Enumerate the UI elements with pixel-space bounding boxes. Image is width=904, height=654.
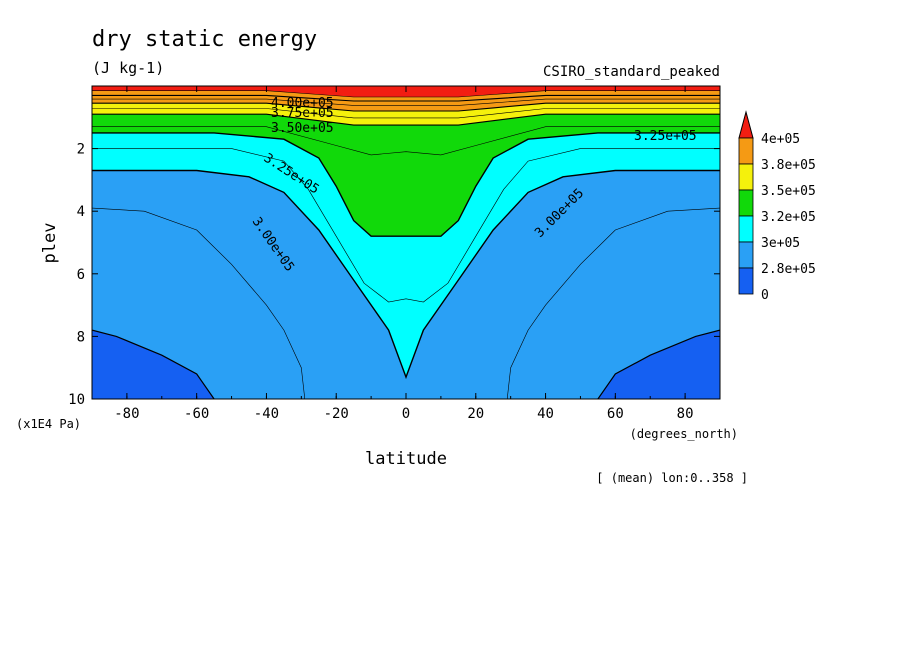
x-tick-label: 80	[677, 406, 694, 422]
contour-label-3.25e+05-right: 3.25e+05	[634, 129, 697, 144]
contour-2.875e+05-south	[92, 207, 306, 399]
y-tick-label: 10	[68, 392, 85, 408]
colorbar-extend-triangle	[738, 110, 754, 139]
y-axis: 2 4 6 8 10	[68, 142, 720, 408]
colorbar-segment	[738, 215, 754, 243]
colorbar-segment	[738, 163, 754, 191]
field-below-2.8e+05-south	[92, 330, 215, 399]
contour-2.875e+05-north	[506, 207, 720, 399]
contour-3.625e+05	[92, 108, 720, 119]
contour-lines	[92, 90, 720, 399]
contour-4.125e+05	[92, 90, 720, 98]
contour-label-4.00e+05: 4.00e+05	[271, 96, 334, 111]
contour-3.75e+05	[92, 102, 720, 112]
x-tick-label: -40	[254, 406, 279, 422]
contour-3.375e+05	[92, 126, 720, 156]
y-tick-label: 6	[77, 267, 85, 283]
contour-3.25e+05	[92, 132, 720, 237]
contour-2.75e+05-north	[597, 329, 720, 399]
x-tick-label: -60	[184, 406, 209, 422]
colorbar-label: 0	[761, 288, 769, 303]
x-tick-label: 0	[402, 406, 410, 422]
contour-3.125e+05	[92, 148, 720, 303]
x-tick-label: 60	[607, 406, 624, 422]
field-3.8e+05	[92, 86, 720, 111]
colorbar-segment	[738, 267, 754, 295]
model-name: CSIRO_standard_peaked	[543, 64, 720, 80]
y-tick-label: 8	[77, 329, 85, 345]
colorbar-segment	[738, 241, 754, 269]
contour-4.00e+05	[92, 94, 720, 102]
colorbar-label: 2.8e+05	[761, 262, 816, 277]
colorbar-label: 3.8e+05	[761, 158, 816, 173]
colorbar-segment	[738, 189, 754, 217]
contour-3.00e+05	[92, 169, 720, 380]
y-axis-label: plev	[40, 223, 60, 264]
x-tick-label: 40	[537, 406, 554, 422]
contour-fills	[92, 86, 720, 399]
field-3.2e+05	[92, 86, 720, 237]
colorbar: 4e+05 3.8e+05 3.5e+05 3.2e+05 3e+05 2.8e+05 0	[738, 110, 816, 303]
y-tick-label: 4	[77, 204, 85, 220]
x-tick-label: 20	[467, 406, 484, 422]
colorbar-label: 3.2e+05	[761, 210, 816, 225]
colorbar-label: 3.5e+05	[761, 184, 816, 199]
x-tick-label: -20	[324, 406, 349, 422]
x-axis: -80 -60 -40 -20 0 20 40 60 80	[91, 86, 721, 422]
contour-3.50e+05	[92, 113, 720, 126]
chart-title: dry static energy	[92, 27, 317, 52]
x-tick-label: -80	[114, 406, 139, 422]
colorbar-segment	[738, 137, 754, 165]
chart-units: (J kg-1)	[92, 59, 164, 77]
contour-label-3.50e+05: 3.50e+05	[271, 121, 334, 136]
x-axis-label: latitude	[365, 449, 447, 469]
footnote: [ (mean) lon:0..358 ]	[596, 471, 748, 485]
x-axis-units: (degrees_north)	[630, 427, 738, 441]
colorbar-label: 4e+05	[761, 132, 800, 147]
contour-2.75e+05-south	[92, 329, 215, 399]
y-axis-units: (x1E4 Pa)	[16, 417, 81, 431]
y-tick-label: 2	[77, 142, 85, 158]
colorbar-label: 3e+05	[761, 236, 800, 251]
field-below-2.8e+05-north	[597, 330, 720, 399]
contour-label-3.75e+05: 3.75e+05	[271, 106, 334, 121]
contour-3.875e+05	[92, 98, 720, 106]
